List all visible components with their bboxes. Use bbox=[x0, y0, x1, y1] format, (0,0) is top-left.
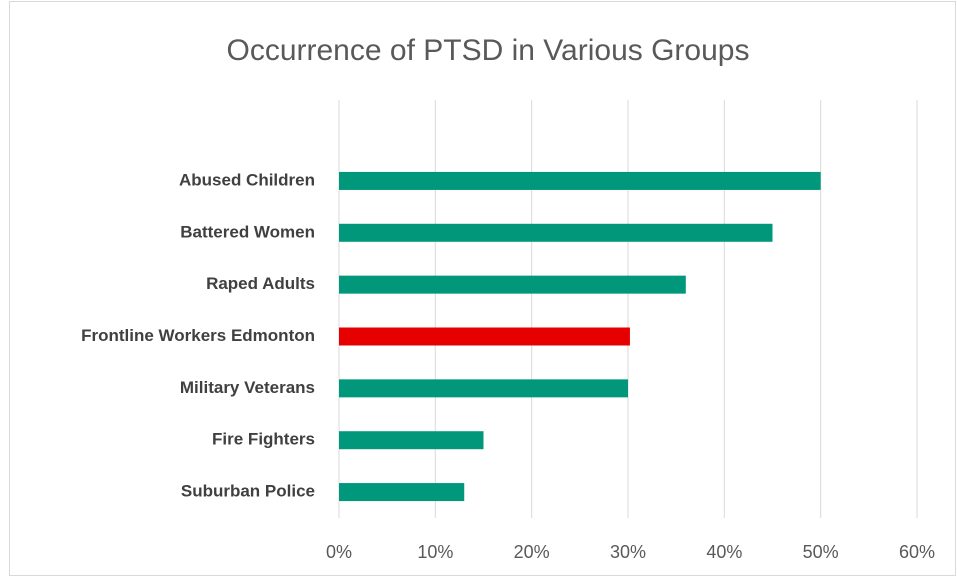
y-tick-label: Fire Fighters bbox=[212, 430, 315, 449]
x-tick-label: 50% bbox=[803, 542, 839, 562]
bar bbox=[339, 223, 773, 242]
chart-title: Occurrence of PTSD in Various Groups bbox=[227, 34, 750, 67]
y-tick-label: Raped Adults bbox=[206, 274, 315, 293]
x-tick-label: 0% bbox=[326, 542, 352, 562]
y-tick-label: Battered Women bbox=[180, 222, 315, 241]
x-tick-label: 40% bbox=[706, 542, 742, 562]
y-tick-label: Military Veterans bbox=[180, 378, 315, 397]
y-tick-label: Abused Children bbox=[179, 170, 315, 189]
bar bbox=[339, 431, 484, 450]
bar bbox=[339, 275, 686, 294]
x-tick-label: 30% bbox=[610, 542, 646, 562]
bar bbox=[339, 171, 821, 190]
bar bbox=[339, 483, 465, 502]
y-tick-label: Suburban Police bbox=[181, 482, 315, 501]
bar bbox=[339, 379, 628, 398]
y-tick-label: Frontline Workers Edmonton bbox=[81, 326, 315, 345]
x-tick-label: 10% bbox=[417, 542, 453, 562]
bar bbox=[339, 327, 630, 346]
x-tick-label: 60% bbox=[899, 542, 935, 562]
x-tick-label: 20% bbox=[514, 542, 550, 562]
